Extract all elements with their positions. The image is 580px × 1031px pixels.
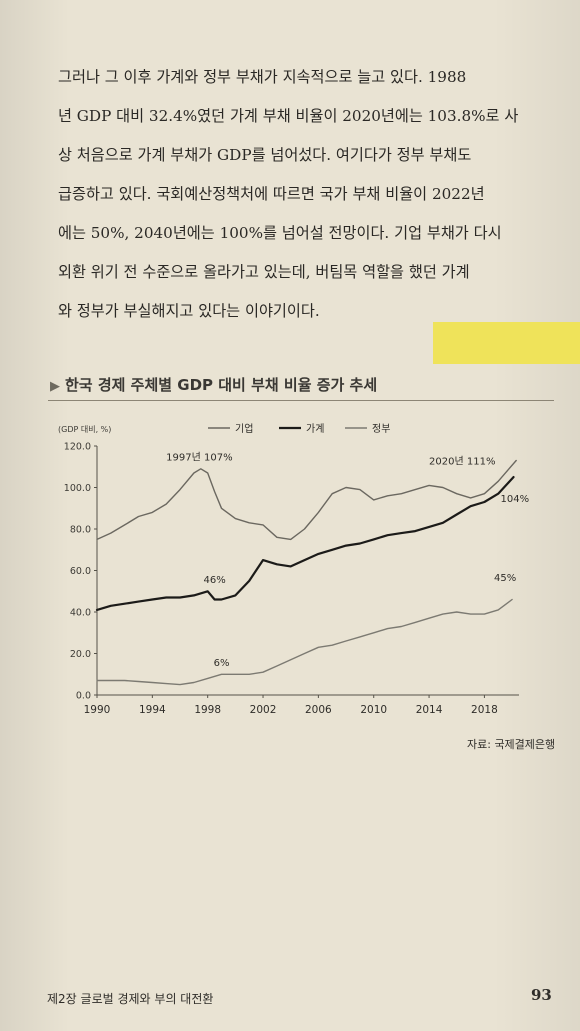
x-tick-label: 2002 [250, 704, 277, 716]
y-tick-label: 60.0 [70, 566, 91, 577]
paragraph-line-2: 년 GDP 대비 32.4%였던 가계 부채 비율이 2020년에는 103.8… [58, 107, 519, 125]
paragraph-line-1: 그러나 그 이후 가계와 정부 부채가 지속적으로 늘고 있다. 1988 [58, 68, 467, 86]
source-note: 자료: 국제결제은행 [467, 738, 556, 751]
y-tick-label: 80.0 [70, 525, 91, 536]
data-annotation: 2020년 111% [429, 456, 495, 468]
series-line-corporate [96, 459, 517, 541]
paragraph-line-5: 에는 50%, 2040년에는 100%를 넘어설 전망이다. 기업 부채가 다… [58, 224, 502, 242]
triangle-bullet-icon: ▶ [50, 379, 60, 394]
y-tick-label: 0.0 [76, 691, 91, 702]
series-line-household [95, 476, 515, 611]
data-annotation: 1997년 107% [166, 452, 232, 464]
y-tick-label: 100.0 [64, 483, 91, 494]
data-annotation: 6% [214, 658, 230, 669]
x-tick-label: 2006 [305, 704, 332, 716]
data-annotation: 104% [501, 494, 530, 505]
x-tick-label: 2010 [360, 704, 387, 716]
x-tick-label: 1994 [139, 704, 166, 716]
paragraph-line-7: 와 정부가 부실해지고 있다는 이야기이다. [58, 302, 320, 320]
paragraph-line-3: 상 처음으로 가계 부채가 GDP를 넘어섰다. 여기다가 정부 부채도 [58, 146, 472, 164]
y-tick-label: 40.0 [70, 608, 91, 619]
legend-label-government: 정부 [372, 423, 390, 435]
chapter-footer: 제2장 글로벌 경제와 부의 대전환 [47, 992, 214, 1006]
data-annotation: 46% [203, 575, 225, 586]
yellow-sticky-note [433, 322, 580, 364]
x-tick-label: 2018 [471, 704, 498, 716]
title-divider [48, 400, 554, 401]
y-tick-label: 120.0 [64, 442, 91, 453]
x-tick-label: 1990 [84, 704, 111, 716]
y-axis-label: (GDP 대비, %) [58, 425, 111, 434]
legend-label-household: 가계 [306, 423, 324, 435]
series-line-government [96, 598, 513, 686]
legend-label-corporate: 기업 [235, 422, 253, 435]
paragraph-line-4: 급증하고 있다. 국회예산정책처에 따르면 국가 부채 비율이 2022년 [58, 185, 485, 203]
chart-title: ▶ 한국 경제 주체별 GDP 대비 부채 비율 증가 추세 [50, 374, 377, 395]
paragraph-line-6: 외환 위기 전 수준으로 올라가고 있는데, 버팀목 역할을 했던 가계 [58, 263, 470, 281]
x-tick-label: 2014 [416, 704, 443, 716]
data-annotation: 45% [494, 573, 516, 584]
y-tick-label: 20.0 [70, 649, 91, 660]
chart-title-text: 한국 경제 주체별 GDP 대비 부채 비율 증가 추세 [65, 376, 378, 394]
body-paragraph: 그러나 그 이후 가계와 정부 부채가 지속적으로 늘고 있다. 1988 년 … [58, 58, 553, 331]
x-tick-label: 1998 [194, 704, 221, 716]
page-number: 93 [531, 986, 552, 1004]
